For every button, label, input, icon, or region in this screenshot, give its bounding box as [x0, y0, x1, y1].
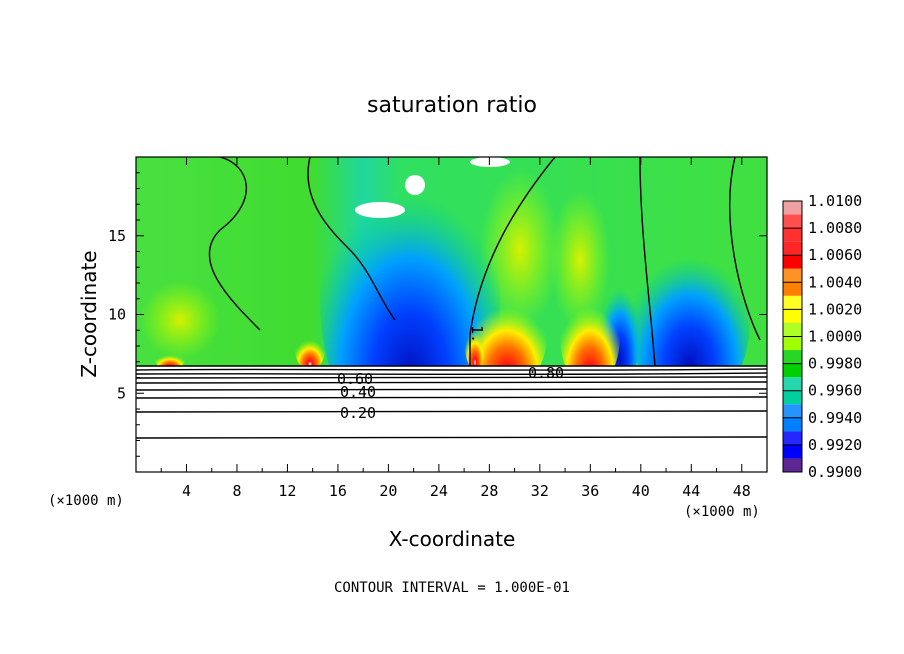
contour-label: 0.80	[528, 364, 564, 382]
x-tick-label: 40	[632, 482, 650, 500]
colorbar-swatch	[783, 201, 802, 215]
contour-interval-footer: CONTOUR INTERVAL = 1.000E-01	[334, 580, 570, 596]
x-tick-label: 48	[733, 482, 751, 500]
x-tick-label: 44	[682, 482, 700, 500]
colorbar-swatch	[783, 377, 802, 391]
colorbar-swatch	[783, 295, 802, 310]
y-axis-label: Z-coordinate	[77, 250, 101, 377]
saturation-field	[136, 157, 767, 472]
contour-lines	[136, 157, 767, 439]
x-tick-label: 8	[232, 482, 241, 500]
y-tick-label: 5	[117, 384, 126, 402]
contour-label: 0.20	[340, 404, 376, 422]
colorbar-label: 0.9960	[808, 382, 862, 400]
colorbar-swatch	[783, 390, 802, 405]
colorbar-label: 0.9920	[808, 436, 862, 454]
colorbar-swatch	[783, 417, 802, 432]
colorbar-swatch	[783, 268, 802, 283]
colorbar-label: 1.0020	[808, 300, 862, 318]
chart-title: saturation ratio	[367, 93, 537, 118]
x-tick-label: 36	[581, 482, 599, 500]
colorbar-label: 1.0060	[808, 246, 862, 264]
colorbar-swatch	[783, 255, 802, 269]
x-tick-label: 12	[278, 482, 296, 500]
x-tick-label: 32	[531, 482, 549, 500]
contour-label: 0.40	[340, 383, 376, 401]
colorbar-label: 0.9900	[808, 463, 862, 481]
contour-label: 0.60	[337, 370, 373, 388]
x-unit-right: (×1000 m)	[684, 504, 760, 520]
x-axis: 4 8 12 16 20 24 28 32 36 40 44 48	[160, 157, 751, 500]
colorbar-swatch	[783, 282, 802, 296]
colorbar-label: 1.0040	[808, 273, 862, 291]
colorbar-label: 1.0100	[808, 192, 862, 210]
contour-labels: 0.600.40 0.20 0.80 1.	[337, 325, 564, 422]
x-axis-label: X-coordinate	[389, 527, 516, 551]
x-tick-label: 16	[329, 482, 347, 500]
y-axis: 5 10 15	[108, 172, 767, 457]
colorbar-swatch	[783, 404, 802, 418]
colorbar-label: 0.9940	[808, 409, 862, 427]
y-tick-label: 10	[108, 306, 126, 324]
x-unit-left: (×1000 m)	[48, 493, 124, 509]
x-tick-label: 4	[182, 482, 191, 500]
contour-label: 1.	[468, 325, 486, 343]
colorbar: 1.0100 1.0080 1.0060 1.0040 1.0020 1.0000 0.99…	[782, 192, 862, 481]
x-tick-label: 24	[430, 482, 448, 500]
colorbar-swatch	[783, 214, 802, 229]
colorbar-swatch	[783, 309, 802, 323]
colorbar-swatch	[783, 350, 802, 364]
colorbar-swatch	[783, 322, 802, 337]
colorbar-swatch	[783, 241, 802, 256]
colorbar-swatch	[783, 336, 802, 351]
colorbar-swatch	[783, 458, 802, 472]
colorbar-swatch	[783, 363, 802, 378]
colorbar-swatch	[783, 228, 802, 242]
x-tick-label: 20	[379, 482, 397, 500]
colorbar-swatch	[783, 431, 802, 445]
colorbar-label: 1.0080	[808, 219, 862, 237]
colorbar-label: 0.9980	[808, 355, 862, 373]
y-tick-label: 15	[108, 227, 126, 245]
x-tick-label: 28	[480, 482, 498, 500]
colorbar-swatch	[783, 444, 802, 459]
colorbar-label: 1.0000	[808, 328, 862, 346]
